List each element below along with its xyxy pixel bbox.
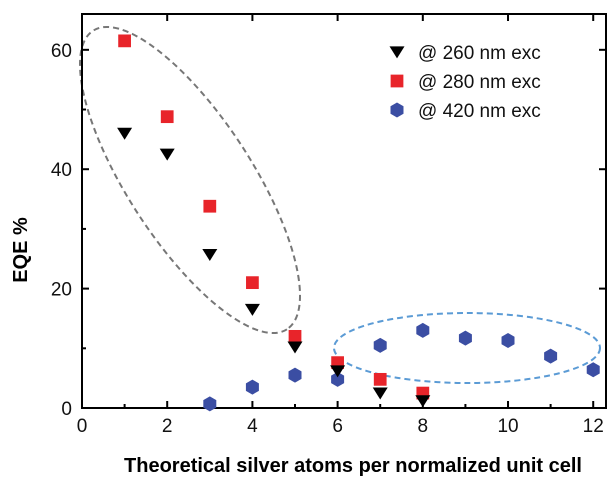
legend-label: @ 420 nm exc	[418, 101, 541, 122]
data-point	[586, 362, 600, 378]
data-point	[501, 333, 515, 349]
y-tick-label: 0	[61, 399, 72, 420]
plot-frame	[81, 13, 607, 409]
data-point	[203, 199, 217, 213]
data-point	[458, 330, 472, 346]
x-tick-label: 6	[332, 416, 343, 437]
data-point	[160, 110, 174, 124]
legend-marker	[390, 74, 404, 88]
x-axis-title: Theoretical silver atoms per normalized …	[124, 455, 582, 477]
data-point	[203, 396, 217, 412]
x-tick-label: 0	[77, 416, 88, 437]
series-triangle-down	[117, 127, 431, 408]
data-point	[159, 148, 175, 161]
legend-marker	[389, 46, 405, 59]
data-point	[117, 127, 133, 140]
data-point	[372, 387, 388, 400]
legend-label: @ 280 nm exc	[418, 72, 541, 93]
data-point	[202, 248, 218, 261]
data-point	[246, 276, 259, 290]
data-point	[544, 348, 558, 364]
legend-label: @ 260 nm exc	[418, 43, 541, 64]
data-point	[416, 322, 430, 338]
legend-marker	[390, 102, 404, 118]
x-tick-label: 8	[418, 416, 429, 437]
data-point	[288, 367, 302, 383]
data-point	[331, 371, 345, 387]
data-point	[415, 395, 431, 408]
data-point	[373, 372, 387, 386]
grey-dashed-ellipse	[78, 25, 302, 335]
data-point	[118, 34, 131, 48]
y-axis-title: EQE %	[10, 217, 32, 283]
data-point	[288, 329, 302, 343]
series-hexagon	[203, 322, 600, 412]
data-marks	[117, 34, 600, 412]
data-point	[245, 379, 259, 395]
data-point	[330, 365, 346, 378]
x-tick-label: 12	[583, 416, 604, 437]
legend: @ 260 nm exc @ 280 nm exc @ 420 nm exc	[389, 43, 541, 122]
x-tick-label: 4	[247, 416, 258, 437]
data-point	[287, 341, 303, 354]
annotation-ellipses	[78, 25, 601, 384]
x-tick-label: 10	[497, 416, 518, 437]
blue-dashed-ellipse	[333, 312, 601, 384]
y-tick-label: 60	[51, 41, 72, 62]
data-point	[244, 303, 260, 316]
data-point	[373, 337, 387, 353]
x-tick-label: 2	[162, 416, 173, 437]
y-tick-label: 40	[51, 160, 72, 181]
y-tick-label: 20	[51, 280, 72, 301]
